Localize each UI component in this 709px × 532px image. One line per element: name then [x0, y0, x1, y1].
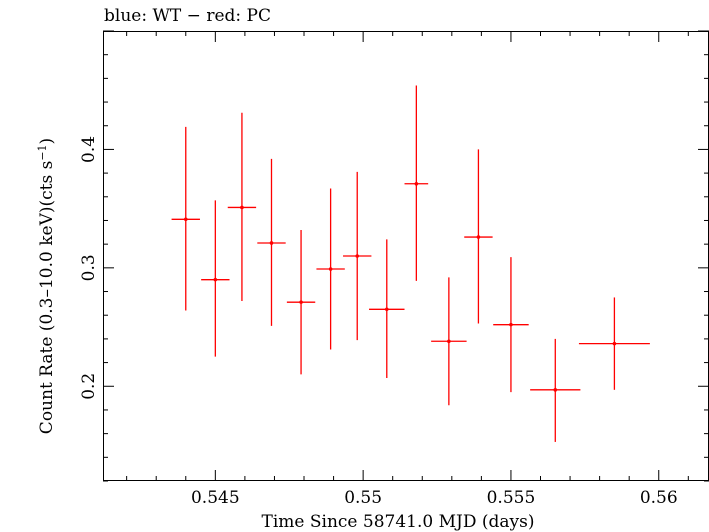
data-marker: [269, 241, 274, 245]
data-point: [257, 158, 286, 326]
data-point: [171, 126, 200, 311]
axis-ticks: [103, 30, 709, 482]
data-marker: [213, 277, 218, 282]
data-point: [369, 239, 405, 378]
data-marker: [414, 181, 419, 186]
data-marker: [476, 235, 481, 239]
chart-title: blue: WT − red: PC: [104, 6, 271, 26]
data-point: [493, 257, 529, 393]
data-point: [464, 149, 493, 324]
data-point: [343, 171, 372, 341]
y-axis-label-close: ): [37, 138, 57, 145]
x-tick-label: 0.555: [487, 488, 536, 508]
data-point: [431, 277, 467, 406]
x-tick-label: 0.55: [344, 488, 382, 508]
data-marker: [328, 267, 333, 271]
x-axis-label: Time Since 58741.0 MJD (days): [262, 512, 535, 532]
data-marker: [183, 217, 188, 222]
axis-tick-labels: 0.545 0.55 0.555 0.56 0.2 0.3 0.4: [79, 136, 678, 508]
y-axis-label-main: Count Rate (0.3–10.0 keV)(cts s: [37, 161, 57, 435]
data-point: [404, 85, 429, 281]
data-marker: [553, 388, 558, 392]
data-point: [227, 112, 257, 301]
y-tick-label: 0.4: [79, 136, 99, 163]
x-tick-label: 0.56: [640, 488, 678, 508]
data-marker: [509, 322, 513, 327]
y-tick-label: 0.3: [79, 254, 99, 281]
data-point: [530, 338, 581, 442]
plot-frame: [103, 31, 709, 481]
data-point: [201, 200, 230, 357]
data-marker: [355, 254, 360, 258]
data-marker: [299, 300, 303, 304]
y-axis-label-sup: −1: [36, 144, 49, 160]
data-marker: [447, 339, 451, 344]
data-point: [286, 229, 316, 375]
data-point: [316, 188, 345, 350]
data-marks: [171, 85, 650, 442]
data-point: [578, 297, 650, 390]
x-tick-label: 0.545: [191, 488, 240, 508]
data-marker: [612, 341, 617, 346]
data-marker: [384, 307, 389, 312]
y-tick-label: 0.2: [79, 373, 99, 400]
data-marker: [240, 205, 244, 210]
y-axis-label: Count Rate (0.3–10.0 keV)(cts s−1): [36, 138, 57, 434]
